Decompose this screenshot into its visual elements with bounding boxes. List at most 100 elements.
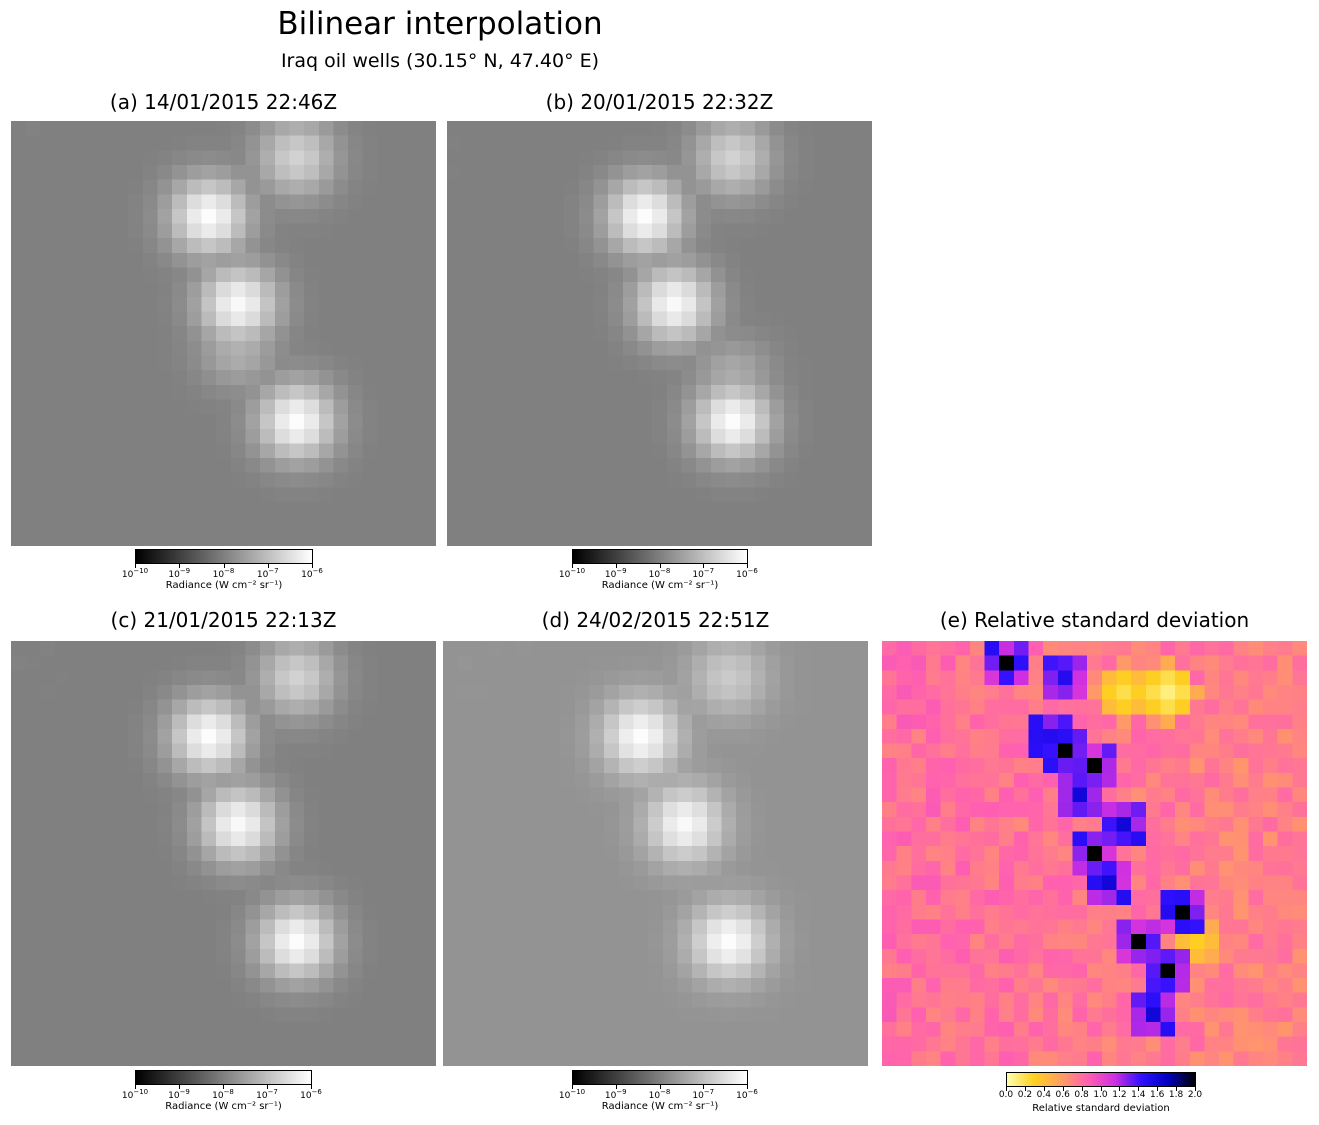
heatmap-cell bbox=[476, 531, 492, 546]
heatmap-cell bbox=[622, 238, 639, 254]
heatmap-cell bbox=[530, 816, 547, 833]
heatmap-cell bbox=[780, 772, 796, 789]
heatmap-cell bbox=[447, 150, 463, 166]
heatmap-cell bbox=[1013, 1007, 1030, 1023]
heatmap-cell bbox=[113, 296, 129, 313]
heatmap-cell bbox=[736, 772, 752, 789]
heatmap-cell bbox=[593, 516, 609, 532]
heatmap-cell bbox=[377, 414, 393, 430]
heatmap-cell bbox=[648, 641, 664, 657]
heatmap-cell bbox=[172, 472, 188, 488]
heatmap-cell bbox=[84, 1051, 100, 1066]
heatmap-cell bbox=[911, 860, 927, 877]
heatmap-cell bbox=[216, 641, 232, 657]
heatmap-cell bbox=[666, 502, 683, 518]
heatmap-cell bbox=[1145, 978, 1162, 994]
heatmap-cell bbox=[999, 802, 1015, 818]
heatmap-cell bbox=[172, 267, 188, 283]
heatmap-cell bbox=[348, 904, 364, 921]
heatmap-cell bbox=[54, 296, 71, 313]
heatmap-cell bbox=[999, 1036, 1015, 1052]
heatmap-cell bbox=[1131, 1036, 1147, 1052]
heatmap-cell bbox=[530, 728, 547, 745]
heatmap-cell bbox=[505, 516, 521, 532]
heatmap-cell bbox=[1072, 758, 1088, 774]
heatmap-cell bbox=[486, 860, 503, 877]
heatmap-cell bbox=[798, 252, 814, 269]
colorbar-tick bbox=[572, 564, 573, 568]
heatmap-cell bbox=[1043, 831, 1059, 847]
heatmap-cell bbox=[201, 502, 217, 518]
heatmap-cell bbox=[969, 758, 986, 774]
heatmap-cell bbox=[1263, 831, 1279, 847]
heatmap-cell bbox=[725, 384, 741, 401]
heatmap-cell bbox=[54, 860, 71, 877]
heatmap-cell bbox=[11, 831, 27, 847]
heatmap-cell bbox=[560, 963, 576, 979]
heatmap-cell bbox=[549, 414, 565, 430]
heatmap-cell bbox=[1043, 978, 1059, 994]
heatmap-cell bbox=[1189, 846, 1206, 862]
heatmap-cell bbox=[216, 414, 232, 430]
heatmap-cell bbox=[999, 831, 1015, 847]
heatmap-cell bbox=[69, 238, 85, 254]
heatmap-cell bbox=[142, 487, 159, 503]
heatmap-cell bbox=[828, 370, 844, 386]
heatmap-cell bbox=[842, 458, 858, 474]
heatmap-cell bbox=[377, 428, 393, 445]
heatmap-cell bbox=[1292, 699, 1307, 715]
heatmap-cell bbox=[260, 948, 276, 965]
heatmap-cell bbox=[505, 384, 521, 401]
heatmap-cell bbox=[696, 326, 712, 342]
heatmap-cell bbox=[443, 948, 459, 965]
heatmap-cell bbox=[696, 296, 712, 313]
heatmap-cell bbox=[784, 238, 800, 254]
heatmap-cell bbox=[896, 641, 912, 657]
heatmap-cell bbox=[545, 1051, 561, 1066]
heatmap-cell bbox=[69, 963, 85, 979]
heatmap-cell bbox=[652, 150, 668, 166]
heatmap-cell bbox=[1292, 860, 1307, 877]
heatmap-cell bbox=[574, 714, 591, 730]
heatmap-cell bbox=[593, 370, 609, 386]
heatmap-cell bbox=[461, 238, 477, 254]
heatmap-cell bbox=[838, 919, 854, 935]
heatmap-cell bbox=[289, 502, 305, 518]
heatmap-cell bbox=[25, 655, 41, 671]
heatmap-cell bbox=[725, 472, 741, 488]
heatmap-cell bbox=[666, 267, 683, 283]
heatmap-cell bbox=[1263, 875, 1279, 891]
heatmap-cell bbox=[784, 472, 800, 488]
heatmap-cell bbox=[1277, 641, 1293, 657]
heatmap-cell bbox=[560, 816, 576, 833]
heatmap-cell bbox=[677, 743, 693, 759]
heatmap-cell bbox=[172, 728, 188, 745]
heatmap-cell bbox=[333, 714, 349, 730]
heatmap-cell bbox=[11, 296, 27, 313]
heatmap-cell bbox=[84, 282, 100, 298]
heatmap-cell bbox=[1013, 1022, 1030, 1038]
heatmap-cell bbox=[486, 1036, 503, 1052]
heatmap-cell bbox=[725, 443, 741, 459]
heatmap-cell bbox=[681, 355, 697, 371]
heatmap-cell bbox=[666, 472, 683, 488]
heatmap-cell bbox=[1160, 714, 1176, 730]
heatmap-cell bbox=[98, 252, 115, 269]
heatmap-cell bbox=[1175, 1022, 1191, 1038]
heatmap-cell bbox=[1145, 816, 1162, 833]
heatmap-cell bbox=[984, 890, 1000, 906]
heatmap-cell bbox=[564, 150, 580, 166]
heatmap-cell bbox=[201, 728, 217, 745]
heatmap-cell bbox=[549, 443, 565, 459]
heatmap-cell bbox=[69, 252, 85, 269]
heatmap-cell bbox=[784, 267, 800, 283]
heatmap-cell bbox=[25, 787, 41, 803]
heatmap-cell bbox=[289, 428, 305, 445]
heatmap-cell bbox=[186, 296, 203, 313]
heatmap-cell bbox=[245, 816, 261, 833]
heatmap-cell bbox=[637, 223, 653, 239]
heatmap-cell bbox=[318, 531, 335, 546]
heatmap-cell bbox=[461, 194, 477, 210]
heatmap-cell bbox=[648, 772, 664, 789]
heatmap-cell bbox=[530, 963, 547, 979]
